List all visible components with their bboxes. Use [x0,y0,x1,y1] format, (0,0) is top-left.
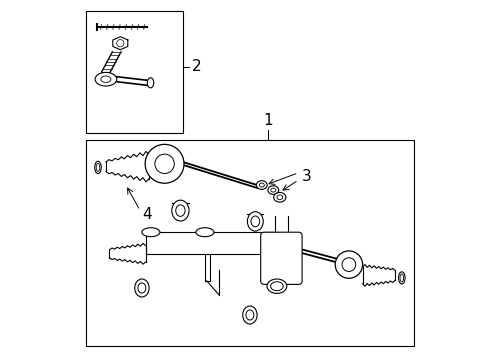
Ellipse shape [270,282,283,291]
Ellipse shape [175,205,185,216]
Ellipse shape [398,272,404,284]
Ellipse shape [245,310,253,320]
Text: 1: 1 [263,113,272,128]
Text: 4: 4 [142,207,151,222]
FancyBboxPatch shape [260,232,302,284]
Ellipse shape [276,195,282,199]
Polygon shape [145,232,278,254]
Ellipse shape [399,274,403,282]
Ellipse shape [270,188,275,192]
Circle shape [117,40,123,47]
Ellipse shape [134,279,149,297]
Ellipse shape [101,76,111,82]
Ellipse shape [95,72,117,86]
Ellipse shape [256,181,266,189]
Polygon shape [113,37,127,50]
Circle shape [155,154,174,174]
Ellipse shape [96,163,100,171]
Text: 2: 2 [192,59,202,74]
Ellipse shape [142,228,160,237]
Ellipse shape [259,183,264,187]
Ellipse shape [95,161,101,174]
Text: 3: 3 [302,169,311,184]
Ellipse shape [196,228,213,237]
Polygon shape [86,11,183,133]
Ellipse shape [242,306,257,324]
Ellipse shape [247,212,263,231]
Circle shape [335,251,362,278]
Polygon shape [86,140,413,346]
Circle shape [342,258,355,271]
Circle shape [145,144,183,183]
Ellipse shape [273,192,285,202]
Ellipse shape [138,283,145,293]
Ellipse shape [171,200,189,221]
Ellipse shape [147,78,153,88]
Ellipse shape [267,186,278,194]
Ellipse shape [250,216,259,227]
Ellipse shape [266,279,286,293]
